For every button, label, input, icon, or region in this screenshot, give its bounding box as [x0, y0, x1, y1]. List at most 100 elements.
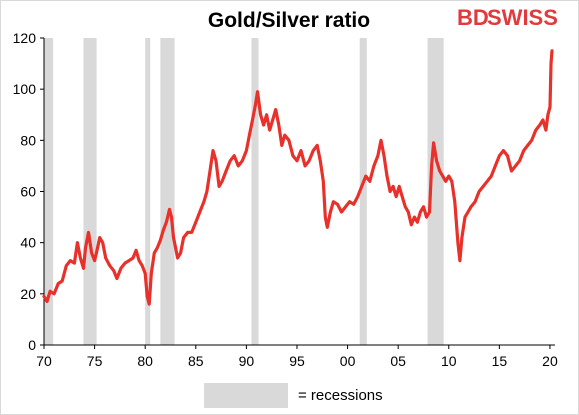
- data-point: [162, 228, 165, 232]
- y-axis-ticks: 0 20 40 60 80 100 120: [13, 30, 44, 353]
- data-point: [303, 164, 307, 168]
- data-point: [419, 210, 422, 214]
- data-point: [170, 215, 173, 219]
- y-tick-label: 60: [20, 184, 36, 200]
- data-point: [401, 195, 404, 198]
- data-point: [96, 246, 99, 249]
- data-point: [388, 190, 392, 193]
- data-point: [444, 180, 447, 183]
- x-axis-ticks: 70 75 80 85 90 95 00 05 10 15 20: [36, 345, 558, 369]
- data-point: [416, 221, 419, 224]
- data-point: [159, 238, 162, 242]
- data-point: [119, 267, 123, 270]
- logo-bd-text: BD: [457, 5, 489, 30]
- data-point: [251, 118, 254, 122]
- data-point: [510, 169, 513, 173]
- data-point: [205, 190, 209, 193]
- data-point: [432, 141, 435, 145]
- data-point: [198, 210, 201, 214]
- y-tick-label: 120: [13, 30, 37, 46]
- data-point: [93, 259, 96, 262]
- data-point: [336, 203, 339, 206]
- data-point: [237, 164, 240, 168]
- data-point: [42, 295, 46, 298]
- recession-band-6: [359, 38, 367, 345]
- x-tick-label: 15: [492, 353, 508, 369]
- data-point: [52, 292, 56, 295]
- x-tick-label: 75: [87, 353, 103, 369]
- data-point: [425, 215, 428, 219]
- data-point: [319, 159, 322, 162]
- recession-band-3: [145, 38, 151, 345]
- data-point: [291, 154, 295, 157]
- data-point: [168, 208, 171, 211]
- data-point: [466, 210, 470, 214]
- data-point: [548, 105, 552, 109]
- data-point: [57, 282, 60, 285]
- data-point: [172, 236, 175, 239]
- y-tick-label: 40: [20, 235, 36, 251]
- data-point: [441, 174, 444, 178]
- data-point: [220, 180, 224, 183]
- data-point: [326, 226, 329, 229]
- data-point: [295, 159, 299, 162]
- data-point: [69, 259, 72, 262]
- data-point: [280, 144, 283, 147]
- data-point: [348, 200, 351, 203]
- data-point: [364, 174, 367, 178]
- data-point: [360, 185, 363, 188]
- data-point: [87, 231, 90, 234]
- data-point: [186, 231, 189, 234]
- data-point: [376, 154, 380, 157]
- x-tick-label: 00: [340, 353, 356, 369]
- data-point: [460, 236, 464, 239]
- data-point: [307, 159, 311, 162]
- data-point: [90, 251, 93, 255]
- data-point: [506, 154, 509, 157]
- data-point: [546, 113, 550, 117]
- data-point: [144, 272, 147, 275]
- data-point: [447, 174, 450, 178]
- y-tick-label: 20: [20, 286, 36, 302]
- data-point: [61, 279, 64, 283]
- data-point: [477, 190, 481, 193]
- data-point: [498, 154, 501, 157]
- data-point: [141, 264, 144, 267]
- data-point: [502, 149, 505, 152]
- data-point: [473, 200, 477, 203]
- data-point: [428, 210, 431, 214]
- data-point: [98, 236, 101, 239]
- data-point: [165, 221, 168, 224]
- x-tick-label: 20: [542, 353, 558, 369]
- data-point: [108, 264, 112, 267]
- data-point: [73, 261, 76, 265]
- data-point: [382, 154, 386, 157]
- data-point: [316, 144, 319, 147]
- x-tick-label: 10: [441, 353, 457, 369]
- data-point: [241, 159, 244, 162]
- data-point: [115, 277, 119, 280]
- data-point: [245, 149, 248, 152]
- data-point: [356, 195, 359, 198]
- data-point: [156, 246, 159, 249]
- y-tick-label: 80: [20, 132, 36, 148]
- data-point: [438, 169, 441, 173]
- data-point: [458, 259, 462, 262]
- data-point: [271, 118, 274, 122]
- data-point: [79, 256, 82, 260]
- brand-logo: BD SWISS: [457, 5, 558, 30]
- data-point: [550, 49, 554, 52]
- data-point: [182, 236, 185, 239]
- data-point: [112, 269, 116, 272]
- data-point: [104, 256, 107, 260]
- data-point: [176, 256, 179, 260]
- recession-band-1: [44, 38, 54, 345]
- data-point: [522, 149, 525, 152]
- data-point: [127, 259, 131, 262]
- data-point: [450, 180, 453, 183]
- recession-band-7: [427, 38, 444, 345]
- data-point: [256, 90, 259, 93]
- data-point: [372, 164, 376, 168]
- data-point: [134, 249, 138, 252]
